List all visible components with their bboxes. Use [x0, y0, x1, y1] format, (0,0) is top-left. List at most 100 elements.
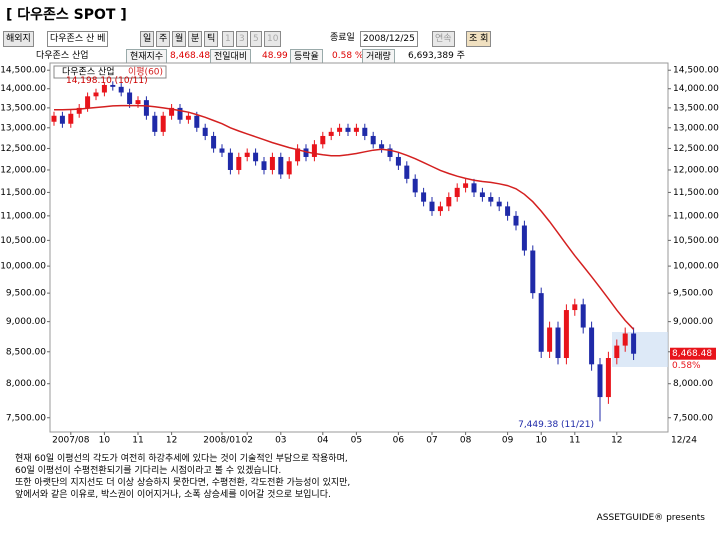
candle-body	[404, 165, 410, 179]
y-tick-label: 14,000.00	[0, 84, 46, 94]
candle-body	[572, 304, 578, 311]
candle-body	[328, 131, 334, 136]
candle-body	[295, 148, 301, 162]
interval-button[interactable]: 3	[236, 31, 248, 47]
x-tick-label: 12	[611, 436, 622, 446]
end-date-input[interactable]: 2008/12/25	[360, 31, 418, 47]
x-tick-label: 08	[460, 436, 472, 446]
y2-tick-label: 7,500.00	[673, 413, 713, 423]
candle-body	[127, 92, 133, 105]
x-tick-label: 10	[99, 436, 111, 446]
candle-body	[261, 161, 267, 170]
candle-body	[118, 86, 124, 93]
candle-body	[622, 333, 628, 346]
period-button[interactable]: 분	[188, 31, 203, 47]
x-tick-label: 06	[393, 436, 405, 446]
candle-body	[286, 161, 292, 175]
x-tick-label: 2007/08	[52, 436, 90, 446]
annotation: 7,449.38 (11/21)	[518, 420, 594, 430]
y2-tick-label: 8,000.00	[673, 379, 713, 389]
box-zone	[612, 332, 668, 367]
candle-body	[143, 100, 149, 116]
y2-tick-label: 13,000.00	[673, 123, 719, 133]
x-tick-label: 2008/01	[203, 436, 240, 446]
candle-body	[227, 152, 233, 170]
candle-body	[589, 327, 595, 365]
period-button[interactable]: 주	[156, 31, 171, 47]
candle-body	[631, 333, 637, 354]
commentary-line: 또한 아랫단의 지지선도 더 이상 상승하지 못한다면, 수평전환, 각도전환 …	[15, 478, 351, 488]
candle-body	[101, 84, 107, 93]
period-button[interactable]: 틱	[204, 31, 219, 47]
y-tick-label: 11,000.00	[0, 211, 46, 221]
candle-body	[68, 113, 74, 124]
x-tick-label: 03	[275, 436, 286, 446]
candle-body	[605, 358, 611, 398]
interval-button[interactable]: 5	[250, 31, 262, 47]
y-tick-label: 11,500.00	[0, 188, 46, 198]
candle-body	[387, 148, 393, 157]
candle-body	[236, 156, 242, 170]
candle-body	[76, 107, 82, 114]
candle-body	[496, 201, 502, 207]
candle-body	[152, 115, 158, 132]
candle-body	[614, 345, 620, 359]
y2-tick-label: 10,500.00	[673, 236, 719, 246]
period-button[interactable]: 월	[172, 31, 187, 47]
candle-body	[278, 156, 284, 175]
x-tick-label: 11	[132, 436, 143, 446]
y-tick-label: 13,500.00	[0, 103, 46, 113]
candle-body	[110, 84, 116, 87]
x-tick-label: 09	[502, 436, 514, 446]
x-tick-label: 07	[426, 436, 437, 446]
legend-box	[53, 65, 167, 79]
last-price-box	[670, 347, 716, 360]
candle-body	[244, 152, 250, 157]
interval-button[interactable]: 10	[264, 31, 282, 47]
x-end-label: 12/24	[671, 436, 697, 446]
query-button[interactable]: 조 회	[466, 31, 492, 47]
x-tick-label: 10	[535, 436, 547, 446]
candle-body	[471, 183, 477, 193]
candle-body	[219, 148, 225, 153]
candle-body	[563, 310, 569, 359]
credit: ASSETGUIDE® presents	[596, 513, 705, 523]
market-select[interactable]: 해외지	[3, 31, 34, 47]
interval-button[interactable]: 1	[222, 31, 234, 47]
candle-body	[538, 293, 544, 352]
last-change-label: 0.58%	[672, 361, 701, 371]
quote-value: 0.58 %	[332, 51, 364, 61]
candle-body	[253, 152, 259, 162]
candle-body	[463, 183, 469, 188]
quote-value: 6,693,389 주	[408, 51, 465, 61]
y-tick-label: 8,000.00	[6, 379, 46, 389]
y2-tick-label: 9,500.00	[673, 289, 713, 299]
annotation: 14,198.10 (10/11)	[66, 76, 148, 86]
candle-body	[505, 206, 511, 216]
candle-body	[345, 127, 351, 132]
x-tick-label: 11	[569, 436, 580, 446]
period-button[interactable]: 일	[140, 31, 155, 47]
candle-body	[311, 144, 317, 157]
continuous-button[interactable]: 연속	[432, 31, 455, 47]
candle-body	[370, 135, 376, 145]
candle-body	[269, 156, 275, 170]
y-tick-label: 13,000.00	[0, 123, 46, 133]
candle-body	[530, 250, 536, 294]
candle-body	[446, 197, 452, 207]
y2-tick-label: 9,000.00	[673, 317, 713, 327]
quote-value: 8,468.48	[170, 51, 211, 61]
candle-body	[488, 197, 494, 202]
y-tick-label: 10,500.00	[0, 236, 46, 246]
candle-body	[412, 178, 418, 193]
symbol-select[interactable]: 다우존스 산 베	[47, 31, 109, 47]
candle-body	[177, 107, 183, 120]
quote-value: 48.99	[262, 51, 288, 61]
candle-body	[185, 115, 191, 120]
candle-body	[160, 115, 166, 132]
candle-body	[85, 96, 91, 108]
x-tick-label: 05	[351, 436, 362, 446]
candle-body	[454, 187, 460, 198]
quote-name: 다우존스 산업	[36, 51, 89, 61]
